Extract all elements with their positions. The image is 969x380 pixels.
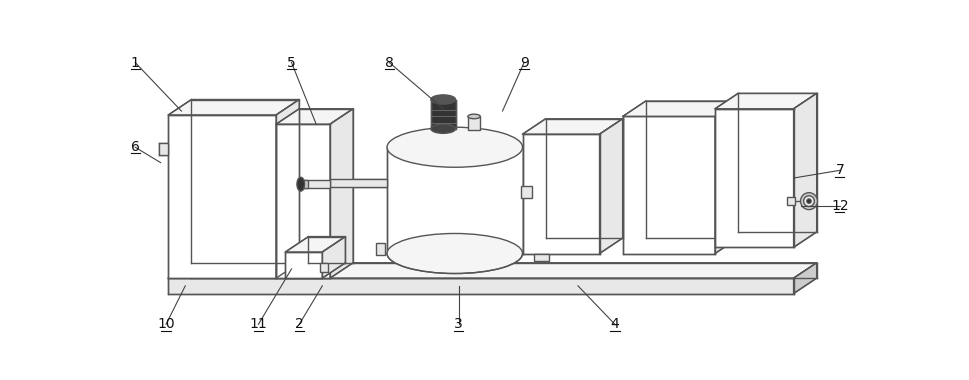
Polygon shape (534, 253, 548, 261)
Polygon shape (322, 237, 345, 278)
Polygon shape (714, 93, 816, 109)
Text: 6: 6 (131, 140, 140, 154)
Polygon shape (276, 124, 329, 278)
Ellipse shape (297, 177, 304, 191)
Polygon shape (522, 134, 599, 253)
Circle shape (799, 193, 817, 210)
Polygon shape (622, 116, 714, 253)
Text: 5: 5 (287, 55, 296, 70)
Text: 1: 1 (131, 55, 140, 70)
Polygon shape (285, 237, 345, 252)
Polygon shape (276, 109, 353, 124)
Ellipse shape (430, 124, 455, 133)
Text: 10: 10 (157, 317, 174, 331)
Polygon shape (467, 116, 480, 130)
Polygon shape (300, 180, 329, 188)
Polygon shape (169, 278, 793, 293)
Polygon shape (387, 147, 522, 253)
Polygon shape (285, 252, 322, 278)
Polygon shape (714, 109, 793, 247)
Polygon shape (520, 186, 531, 198)
Polygon shape (599, 119, 622, 253)
Polygon shape (329, 179, 387, 187)
Circle shape (806, 199, 810, 203)
Ellipse shape (387, 233, 522, 274)
Text: 2: 2 (295, 317, 303, 331)
Ellipse shape (430, 95, 455, 104)
Polygon shape (714, 101, 737, 253)
Text: 11: 11 (249, 317, 267, 331)
Polygon shape (276, 100, 298, 278)
Text: 9: 9 (519, 55, 528, 70)
Polygon shape (622, 101, 737, 116)
Polygon shape (522, 119, 622, 134)
Polygon shape (793, 263, 816, 293)
Polygon shape (430, 100, 455, 129)
Polygon shape (793, 93, 816, 247)
Text: 8: 8 (385, 55, 393, 70)
Text: 4: 4 (610, 317, 618, 331)
Polygon shape (169, 100, 298, 115)
Polygon shape (169, 115, 276, 278)
Polygon shape (787, 197, 795, 205)
Text: 12: 12 (830, 199, 848, 213)
Polygon shape (169, 263, 816, 278)
Circle shape (802, 196, 814, 207)
Ellipse shape (387, 127, 522, 167)
Polygon shape (329, 109, 353, 278)
Polygon shape (320, 263, 328, 272)
Polygon shape (159, 142, 169, 155)
Ellipse shape (467, 114, 480, 119)
Polygon shape (300, 180, 308, 188)
Polygon shape (376, 243, 385, 255)
Text: 3: 3 (453, 317, 462, 331)
Text: 7: 7 (834, 163, 843, 177)
